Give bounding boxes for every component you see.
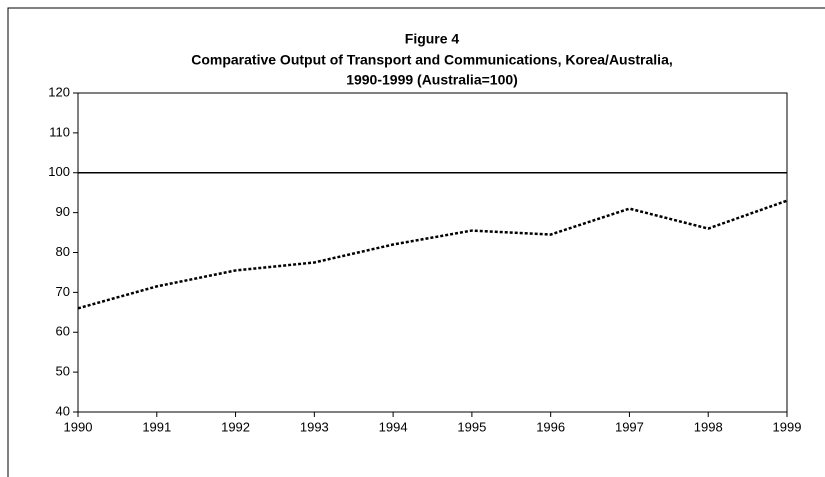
y-tick-label: 100 [48, 164, 70, 179]
y-tick-label: 90 [56, 204, 70, 219]
y-tick-label: 70 [56, 284, 70, 299]
x-tick-label: 1998 [694, 419, 723, 434]
chart-title: Figure 4 [405, 31, 460, 47]
y-tick-label: 40 [56, 403, 70, 418]
x-tick-label: 1996 [536, 419, 565, 434]
x-tick-label: 1993 [300, 419, 329, 434]
y-tick-label: 120 [48, 84, 70, 99]
chart-title: 1990-1999 (Australia=100) [346, 72, 518, 88]
x-tick-label: 1995 [457, 419, 486, 434]
x-tick-label: 1994 [379, 419, 408, 434]
y-tick-label: 110 [49, 124, 70, 139]
frame [7, 7, 825, 477]
x-tick-label: 1999 [773, 419, 802, 434]
y-tick-label: 80 [56, 244, 70, 259]
x-tick-label: 1991 [142, 419, 171, 434]
x-tick-label: 1997 [615, 419, 644, 434]
y-tick-label: 60 [56, 324, 70, 339]
x-tick-label: 1992 [221, 419, 250, 434]
chart-title: Comparative Output of Transport and Comm… [191, 52, 673, 68]
data-line [77, 199, 788, 310]
y-tick-label: 50 [56, 364, 70, 379]
x-tick-label: 1990 [64, 419, 93, 434]
